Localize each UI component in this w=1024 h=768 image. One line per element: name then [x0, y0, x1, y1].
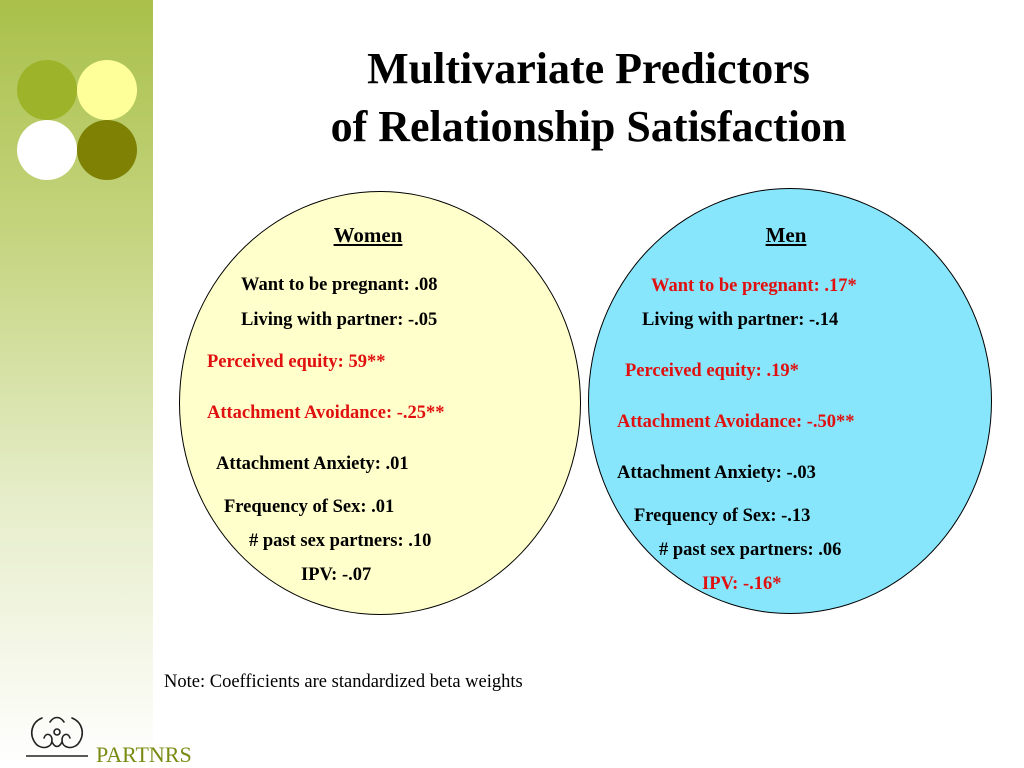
women-predictor: Perceived equity: 59** [207, 352, 386, 372]
slide-title: Multivariate Predictors of Relationship … [153, 40, 1024, 156]
men-predictor: Perceived equity: .19* [625, 361, 799, 381]
men-heading: Men [765, 223, 807, 247]
women-predictor: Frequency of Sex: .01 [224, 497, 395, 517]
men-predictor: Living with partner: -.14 [642, 310, 839, 330]
decor-dot-yellow [77, 60, 137, 120]
decor-dot-green [17, 60, 77, 120]
women-heading: Women [333, 223, 403, 247]
men-predictor: Want to be pregnant: .17* [651, 276, 857, 296]
women-predictor: IPV: -.07 [301, 565, 372, 585]
footnote: Note: Coefficients are standardized beta… [164, 672, 523, 692]
men-predictor: Frequency of Sex: -.13 [634, 506, 811, 526]
men-predictor: Attachment Avoidance: -.50** [617, 412, 855, 432]
brand-name: PARTNRS [96, 742, 192, 767]
women-predictor: Living with partner: -.05 [241, 310, 438, 330]
men-predictor: Attachment Anxiety: -.03 [617, 463, 816, 483]
women-oval [179, 191, 581, 615]
women-predictor: Attachment Avoidance: -.25** [207, 403, 445, 423]
men-oval [588, 188, 992, 614]
sidebar-gradient [0, 0, 153, 768]
title-line-2: of Relationship Satisfaction [330, 102, 847, 151]
partnrs-logo-icon [26, 716, 88, 757]
men-predictor: IPV: -.16* [702, 574, 782, 594]
title-line-1: Multivariate Predictors [367, 44, 810, 93]
women-predictor: Want to be pregnant: .08 [241, 275, 438, 295]
women-predictor: # past sex partners: .10 [249, 531, 432, 551]
women-predictor: Attachment Anxiety: .01 [216, 454, 409, 474]
decor-dot-olive [77, 120, 137, 180]
decor-dot-white [17, 120, 77, 180]
men-predictor: # past sex partners: .06 [659, 540, 842, 560]
